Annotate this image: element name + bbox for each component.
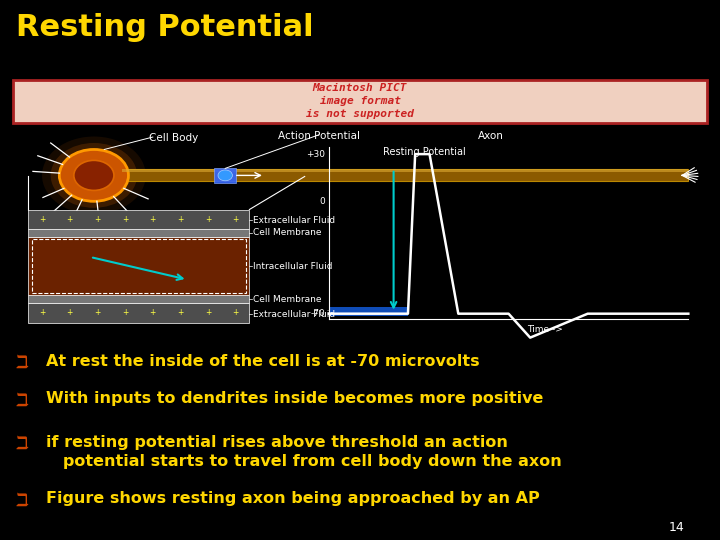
Text: Resting Potential: Resting Potential: [16, 14, 313, 43]
Bar: [28, 229, 249, 237]
Text: Extracellular Fluid: Extracellular Fluid: [253, 309, 335, 319]
Bar: [215, 168, 236, 183]
Text: Intracellular Fluid: Intracellular Fluid: [253, 261, 333, 271]
Text: +: +: [66, 308, 73, 317]
Text: Action Potential: Action Potential: [277, 131, 359, 140]
Text: Cell Membrane: Cell Membrane: [253, 295, 322, 304]
Text: +: +: [233, 308, 239, 317]
Text: Macintosh PICT: Macintosh PICT: [312, 83, 408, 93]
Text: +: +: [150, 215, 156, 224]
Text: Resting Potential: Resting Potential: [383, 147, 466, 157]
Text: +: +: [150, 308, 156, 317]
Circle shape: [59, 150, 128, 201]
Text: is not supported: is not supported: [306, 109, 414, 119]
Text: Figure shows resting axon being approached by an AP: Figure shows resting axon being approach…: [46, 491, 540, 507]
Text: if resting potential rises above threshold an action
   potential starts to trav: if resting potential rises above thresho…: [46, 435, 562, 469]
Text: +: +: [122, 215, 128, 224]
Text: Time ->: Time ->: [526, 325, 562, 334]
Circle shape: [50, 143, 137, 208]
Circle shape: [74, 160, 114, 191]
Bar: [14, 124, 706, 338]
Circle shape: [218, 170, 233, 181]
Text: +: +: [233, 215, 239, 224]
Text: -70: -70: [310, 309, 325, 318]
Text: +: +: [66, 215, 73, 224]
Text: ℶ: ℶ: [16, 491, 29, 509]
Text: +: +: [39, 308, 45, 317]
Text: +: +: [177, 308, 184, 317]
Bar: [28, 303, 249, 322]
Bar: [32, 239, 246, 293]
Text: Cell Membrane: Cell Membrane: [253, 228, 322, 237]
Text: +: +: [177, 215, 184, 224]
Text: ℶ: ℶ: [16, 435, 29, 453]
Text: With inputs to dendrites inside becomes more positive: With inputs to dendrites inside becomes …: [46, 392, 544, 407]
Bar: [122, 170, 688, 172]
FancyBboxPatch shape: [13, 80, 707, 123]
Text: +: +: [39, 215, 45, 224]
Text: Axon: Axon: [477, 131, 503, 140]
Text: ℶ: ℶ: [16, 354, 29, 372]
Text: image format: image format: [320, 96, 400, 106]
Text: 14: 14: [669, 521, 685, 534]
Text: +: +: [204, 308, 211, 317]
Text: +: +: [122, 308, 128, 317]
Text: 0: 0: [320, 198, 325, 206]
Bar: [122, 170, 688, 181]
Bar: [28, 295, 249, 303]
Circle shape: [42, 137, 145, 214]
Text: At rest the inside of the cell is at -70 microvolts: At rest the inside of the cell is at -70…: [46, 354, 480, 369]
Bar: [28, 210, 249, 229]
Text: +: +: [204, 215, 211, 224]
Text: +: +: [94, 215, 101, 224]
Text: ℶ: ℶ: [16, 392, 29, 409]
Text: Extracellular Fluid: Extracellular Fluid: [253, 216, 335, 225]
Text: +30: +30: [306, 150, 325, 159]
Text: +: +: [94, 308, 101, 317]
Bar: [329, 307, 408, 316]
Text: Cell Body: Cell Body: [149, 133, 199, 143]
Bar: [28, 237, 249, 295]
